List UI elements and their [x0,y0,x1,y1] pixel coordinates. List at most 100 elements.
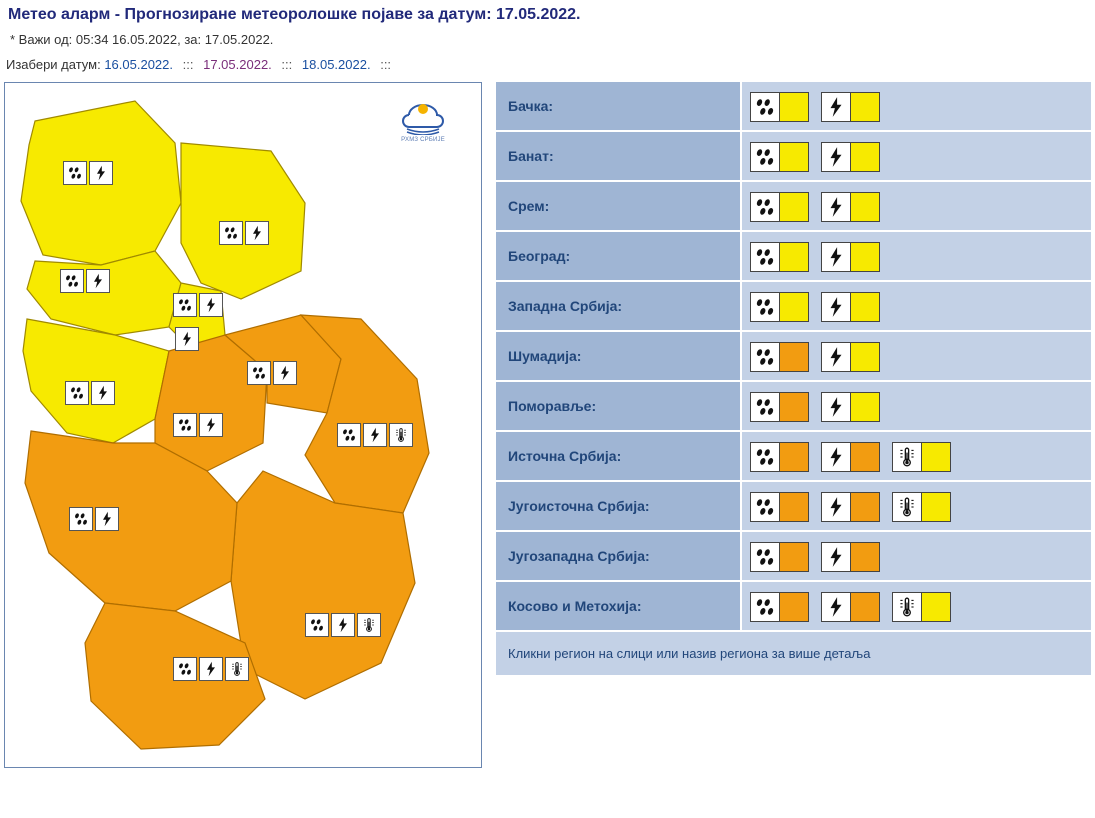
region-row: Југоисточна Србија: [496,482,1091,532]
rain-icon [750,442,780,472]
region-row: Срем: [496,182,1091,232]
region-link[interactable]: Срем: [496,182,742,230]
temp-icon [892,492,922,522]
warning-badge [750,342,809,370]
warning-level [780,342,809,372]
warning-badge [750,192,809,220]
warning-level [851,492,880,522]
region-link[interactable]: Југозападна Србија: [496,532,742,580]
storm-icon [821,392,851,422]
warning-level [780,142,809,172]
date-link[interactable]: 16.05.2022. [104,57,173,72]
warning-badge [821,292,880,320]
map-region-icons [337,423,415,447]
rain-icon [337,423,361,447]
warning-level [780,392,809,422]
rain-icon [247,361,271,385]
warning-badge [892,492,951,520]
storm-icon [245,221,269,245]
warning-badge [821,592,880,620]
warning-badge [821,342,880,370]
storm-icon [331,613,355,637]
region-link[interactable]: Београд: [496,232,742,280]
map-region-icons [60,269,112,293]
warning-level [851,592,880,622]
temp-icon [892,592,922,622]
region-link[interactable]: Југоисточна Србија: [496,482,742,530]
warning-level [922,592,951,622]
rain-icon [750,192,780,222]
map-region-icons [219,221,271,245]
region-warnings [742,82,1091,130]
region-row: Косово и Метохија: [496,582,1091,632]
warning-badge [892,592,951,620]
region-row: Југозападна Србија: [496,532,1091,582]
region-warnings [742,432,1091,480]
region-link[interactable]: Западна Србија: [496,282,742,330]
storm-icon [199,657,223,681]
storm-icon [821,592,851,622]
region-row: Београд: [496,232,1091,282]
temp-icon [389,423,413,447]
date-separator: ::: [281,57,292,72]
warning-badge [750,142,809,170]
rain-icon [750,142,780,172]
region-row: Поморавље: [496,382,1091,432]
region-link[interactable]: Бачка: [496,82,742,130]
rain-icon [750,92,780,122]
region-warnings [742,532,1091,580]
storm-icon [821,92,851,122]
region-warnings [742,582,1091,630]
warning-level [851,192,880,222]
date-picker-dates: 16.05.2022. ::: 17.05.2022. ::: 18.05.20… [104,57,397,72]
region-warnings [742,482,1091,530]
region-link[interactable]: Банат: [496,132,742,180]
storm-icon [91,381,115,405]
map-region-icons [305,613,383,637]
warning-badge [750,292,809,320]
storm-icon [821,292,851,322]
region-warnings [742,282,1091,330]
warning-badge [750,492,809,520]
region-row: Шумадија: [496,332,1091,382]
region-warnings [742,232,1091,280]
rain-icon [750,592,780,622]
date-link[interactable]: 17.05.2022. [203,57,272,72]
warning-badge [750,542,809,570]
warning-level [922,442,951,472]
map-region-icons [173,657,251,681]
date-link[interactable]: 18.05.2022. [302,57,371,72]
region-row: Западна Србија: [496,282,1091,332]
region-link[interactable]: Источна Србија: [496,432,742,480]
warning-level [780,442,809,472]
storm-icon [199,293,223,317]
region-link[interactable]: Шумадија: [496,332,742,380]
warning-badge [750,592,809,620]
rain-icon [750,492,780,522]
map-region-icons [65,381,117,405]
warning-level [780,92,809,122]
rain-icon [219,221,243,245]
rain-icon [750,292,780,322]
rain-icon [750,242,780,272]
rhmz-logo: РХМЗ СРБИЈЕ [389,95,457,143]
rain-icon [305,613,329,637]
map-region-icons [63,161,115,185]
warning-badge [750,442,809,470]
warning-level [851,92,880,122]
warning-badge [821,92,880,120]
storm-icon [175,327,199,351]
map-region-icons [173,413,225,437]
storm-icon [89,161,113,185]
temp-icon [892,442,922,472]
region-link[interactable]: Косово и Метохија: [496,582,742,630]
rain-icon [60,269,84,293]
warning-level [780,292,809,322]
temp-icon [357,613,381,637]
region-link[interactable]: Поморавље: [496,382,742,430]
temp-icon [225,657,249,681]
storm-icon [86,269,110,293]
map-panel[interactable]: РХМЗ СРБИЈЕ [4,82,482,768]
rain-icon [750,542,780,572]
warning-level [851,392,880,422]
